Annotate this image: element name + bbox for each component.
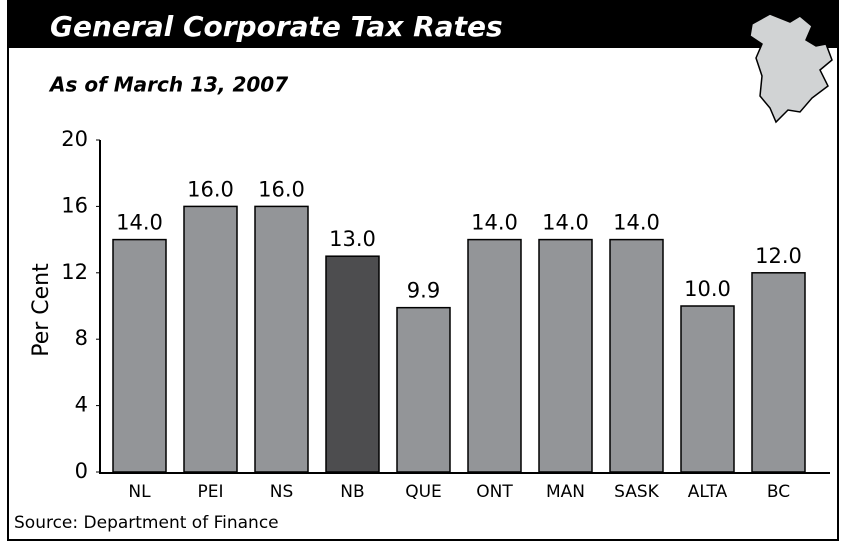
y-tick-label: 0 [75, 459, 88, 483]
y-tick-label: 12 [61, 260, 88, 284]
value-label: 14.0 [542, 211, 589, 235]
x-tick-label: SASK [614, 482, 660, 502]
y-tick-label: 8 [75, 326, 88, 350]
value-label: 16.0 [258, 177, 305, 201]
value-label: 16.0 [187, 177, 234, 201]
bar [680, 305, 735, 473]
title-bar [8, 0, 838, 48]
y-tick-label: 4 [75, 393, 88, 417]
x-tick-label: NL [128, 482, 151, 502]
value-label: 14.0 [471, 211, 518, 235]
y-axis-label: Per Cent [29, 263, 54, 357]
value-label: 14.0 [116, 211, 163, 235]
bar [396, 306, 451, 473]
value-label: 9.9 [407, 279, 440, 303]
map-shape [749, 13, 833, 124]
bar [538, 238, 593, 473]
source-note: Source: Department of Finance [14, 513, 279, 533]
value-label: 12.0 [755, 244, 802, 268]
bar [467, 238, 522, 473]
x-tick-label: ALTA [688, 482, 728, 502]
x-tick-label: NB [340, 482, 364, 502]
x-tick-label: NS [270, 482, 294, 502]
chart-subtitle: As of March 13, 2007 [48, 73, 288, 97]
y-tick-label: 16 [61, 193, 88, 217]
x-tick-label: ONT [476, 482, 513, 502]
bar [751, 272, 806, 473]
bar [254, 205, 309, 473]
bar [183, 205, 238, 473]
chart-title: General Corporate Tax Rates [50, 10, 503, 43]
value-label: 14.0 [613, 211, 660, 235]
y-tick-label: 20 [61, 127, 88, 151]
bar [112, 238, 167, 473]
x-tick-label: BC [767, 482, 790, 502]
bar [325, 255, 380, 473]
x-tick-label: PEI [197, 482, 223, 502]
value-label: 10.0 [684, 277, 731, 301]
x-tick-label: MAN [546, 482, 585, 502]
x-tick-label: QUE [405, 482, 442, 502]
bar [609, 238, 664, 473]
value-label: 13.0 [329, 227, 376, 251]
